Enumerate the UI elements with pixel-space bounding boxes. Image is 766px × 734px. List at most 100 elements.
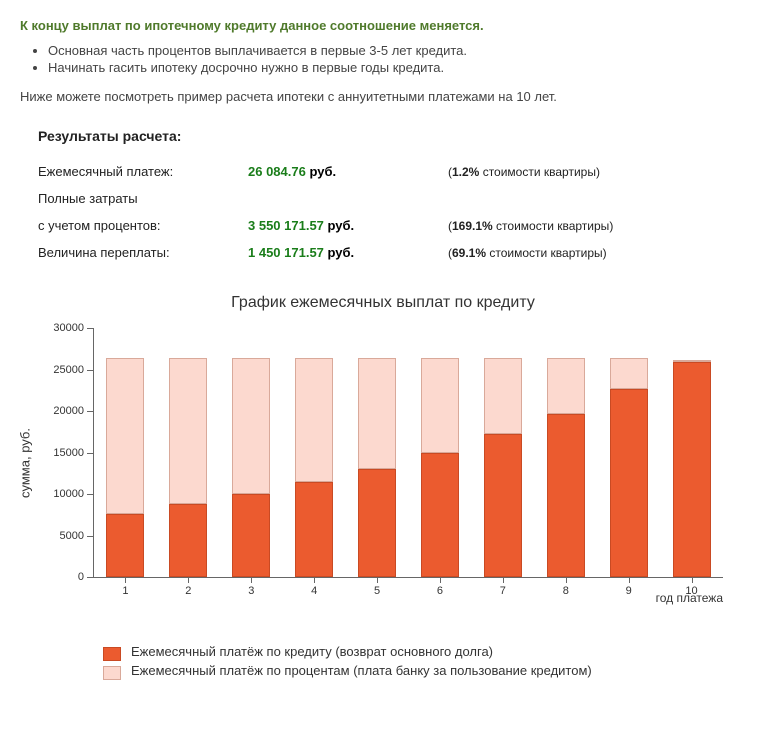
legend-label: Ежемесячный платёж по кредиту (возврат о… (131, 644, 663, 661)
row-label: Ежемесячный платеж: (38, 158, 248, 185)
chart-xtick (188, 577, 189, 583)
bullet-item: Начинать гасить ипотеку досрочно нужно в… (48, 60, 746, 75)
chart-bar-interest (106, 358, 144, 514)
legend-label: Ежемесячный платёж по процентам (плата б… (131, 663, 663, 680)
page: К концу выплат по ипотечному кредиту дан… (0, 0, 766, 702)
chart-xtick-label: 10 (685, 585, 697, 597)
chart-xtick-label: 8 (563, 585, 569, 597)
chart-xtick-label: 4 (311, 585, 317, 597)
intro-text: Ниже можете посмотреть пример расчета ип… (20, 89, 746, 104)
headline: К концу выплат по ипотечному кредиту дан… (20, 18, 746, 33)
chart-bar-principal (673, 362, 711, 577)
chart-ytick-label: 20000 (53, 405, 84, 417)
table-row: Величина переплаты: 1 450 171.57 руб. (6… (38, 239, 613, 266)
row-note: (1.2% стоимости квартиры) (448, 158, 613, 185)
chart-bar-group (358, 358, 396, 577)
row-value (248, 185, 448, 212)
bullet-list: Основная часть процентов выплачивается в… (48, 43, 746, 75)
chart-xtick (692, 577, 693, 583)
chart-ytick-label: 10000 (53, 488, 84, 500)
chart-xtick (377, 577, 378, 583)
chart-xtick (566, 577, 567, 583)
chart-xtick-label: 6 (437, 585, 443, 597)
row-label: с учетом процентов: (38, 212, 248, 239)
chart-bar-principal (610, 389, 648, 577)
chart-ytick (87, 453, 93, 454)
row-note (448, 185, 613, 212)
table-row: Полные затраты (38, 185, 613, 212)
chart-bar-group (106, 358, 144, 577)
legend-item-principal: Ежемесячный платёж по кредиту (возврат о… (103, 644, 663, 661)
chart-xtick (503, 577, 504, 583)
chart-bar-interest (358, 358, 396, 469)
chart-plot: год платежа 0500010000150002000025000300… (93, 328, 723, 578)
chart-ytick (87, 536, 93, 537)
chart-xtick (629, 577, 630, 583)
chart-bar-interest (421, 358, 459, 453)
row-note: (69.1% стоимости квартиры) (448, 239, 613, 266)
chart-bar-principal (295, 482, 333, 577)
chart-xtick-label: 3 (248, 585, 254, 597)
chart: График ежемесячных выплат по кредиту сум… (20, 294, 746, 680)
chart-ytick-label: 5000 (60, 530, 84, 542)
chart-ylabel: сумма, руб. (18, 428, 33, 498)
chart-xtick-label: 9 (626, 585, 632, 597)
chart-xtick (440, 577, 441, 583)
chart-bar-principal (106, 514, 144, 577)
chart-bar-interest (610, 358, 648, 390)
chart-bar-principal (547, 414, 585, 577)
chart-ytick-label: 25000 (53, 364, 84, 376)
chart-ytick-label: 30000 (53, 322, 84, 334)
chart-bar-principal (232, 494, 270, 577)
chart-bar-principal (358, 469, 396, 577)
row-label: Полные затраты (38, 185, 248, 212)
chart-ytick (87, 577, 93, 578)
chart-bar-principal (421, 453, 459, 578)
row-value: 26 084.76 руб. (248, 158, 448, 185)
chart-bar-principal (484, 434, 522, 577)
chart-xtick-label: 1 (122, 585, 128, 597)
chart-ytick (87, 328, 93, 329)
row-label: Величина переплаты: (38, 239, 248, 266)
chart-xtick-label: 5 (374, 585, 380, 597)
chart-bar-group (295, 358, 333, 577)
chart-bar-interest (295, 358, 333, 483)
row-note: (169.1% стоимости квартиры) (448, 212, 613, 239)
results-table: Ежемесячный платеж: 26 084.76 руб. (1.2%… (38, 158, 613, 266)
chart-bar-interest (169, 358, 207, 504)
chart-ytick (87, 494, 93, 495)
results-block: Результаты расчета: Ежемесячный платеж: … (38, 128, 746, 266)
chart-xtick (125, 577, 126, 583)
chart-xtick (314, 577, 315, 583)
table-row: с учетом процентов: 3 550 171.57 руб. (1… (38, 212, 613, 239)
swatch-principal-icon (103, 647, 121, 661)
chart-xtick-label: 2 (185, 585, 191, 597)
chart-bar-interest (232, 358, 270, 494)
chart-bar-principal (169, 504, 207, 577)
chart-bar-interest (484, 358, 522, 434)
chart-ytick-label: 15000 (53, 447, 84, 459)
row-value: 3 550 171.57 руб. (248, 212, 448, 239)
chart-bar-interest (547, 358, 585, 414)
chart-ytick (87, 411, 93, 412)
chart-ytick-label: 0 (78, 571, 84, 583)
chart-ytick (87, 370, 93, 371)
table-row: Ежемесячный платеж: 26 084.76 руб. (1.2%… (38, 158, 613, 185)
row-value: 1 450 171.57 руб. (248, 239, 448, 266)
legend-item-interest: Ежемесячный платёж по процентам (плата б… (103, 663, 663, 680)
chart-title: График ежемесячных выплат по кредиту (20, 294, 746, 312)
chart-xtick (251, 577, 252, 583)
chart-xtick-label: 7 (500, 585, 506, 597)
results-title: Результаты расчета: (38, 128, 746, 144)
chart-bar-group (547, 358, 585, 577)
chart-bar-group (484, 358, 522, 577)
chart-bar-group (421, 358, 459, 577)
chart-bar-group (610, 358, 648, 577)
swatch-interest-icon (103, 666, 121, 680)
chart-area: сумма, руб. год платежа 0500010000150002… (33, 318, 733, 608)
chart-bar-group (232, 358, 270, 577)
chart-bar-group (673, 360, 711, 577)
chart-legend: Ежемесячный платёж по кредиту (возврат о… (103, 644, 663, 680)
bullet-item: Основная часть процентов выплачивается в… (48, 43, 746, 58)
chart-bar-group (169, 358, 207, 577)
